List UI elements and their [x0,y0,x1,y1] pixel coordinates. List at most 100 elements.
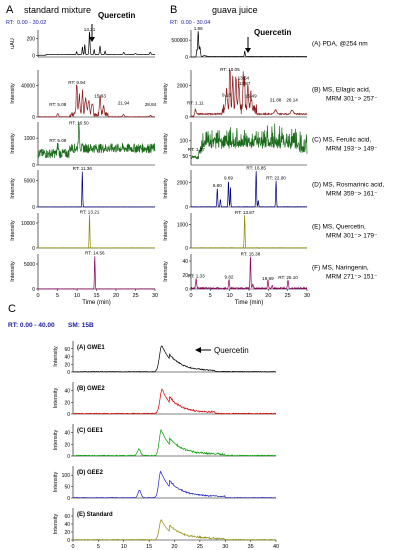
y-tick-label: 5000 [24,262,35,268]
row-caption: MRM 301⁻> 257⁻ [326,96,378,103]
row-A-4: 10000 0 Intensity RT: 13.21 [10,209,156,252]
rt-prefix-B: RT: [170,20,179,26]
x-axis-label: Time (min) [82,300,110,306]
row-caption: (E) MS, Quercetin, [312,224,366,231]
y-tick-label: 0 [185,115,188,121]
x-tick-label: 5 [97,544,100,550]
peak-label: 19.89 [262,276,274,281]
y-tick-label: 0 [67,538,70,544]
row-caption: (C) MS, Ferulic acid, [312,137,371,144]
trace-gwe1 [72,345,277,373]
y-axis-label: Intensity [163,261,169,282]
y-tick-label: 20 [64,442,70,448]
row-C-4: 60 40 20 0 Intensity (E) Standard [53,508,277,544]
row-caption: (B) MS, Ellagic acid, [312,87,371,94]
y-tick-label: 0 [32,246,35,252]
peak-label: RT: 10.50 [69,121,89,126]
peak-label: RT: 10.05 [220,67,240,72]
quercetin-label-A: Quercetin [98,11,135,20]
row-caption: (F) MS, Naringenin, [312,265,369,272]
y-tick-label: 1000 [24,136,35,142]
y-tick-label: 0 [67,370,70,376]
peak-label: 28.84 [145,102,157,107]
row-caption: (D) MS, Rosmarinic acid, [312,182,384,189]
row-C-2: 40 20 0 Intensity (C) GEE1 [53,424,277,460]
x-tick-label: 25 [197,544,203,550]
trace-std [72,519,277,541]
panel-letter-A: A [6,4,14,16]
peak-label: 9.18 [222,93,231,98]
y-axis-label: Intensity [10,133,16,154]
y-tick-label: 0 [32,115,35,121]
row-B-4: 1000 0 Intensity RT: 13.87 (E) MS, Quercetin… [163,210,378,252]
row-name: (D) GEE2 [77,470,104,476]
y-tick-label: 50 [182,154,188,160]
row-A-0: 200 0 uAU 13.21 [10,27,156,59]
x-tick-label: 5 [209,293,212,299]
y-tick-label: 20 [182,273,188,279]
y-axis-label: Intensity [53,472,59,493]
row-A-3: 5000 0 Intensity RT: 11.36 [10,166,156,211]
y-tick-label: 0 [185,55,188,61]
peak-label: RT: 11.36 [73,166,93,171]
x-tick-label: 30 [152,293,158,299]
quercetin-arrow-A-head [89,37,95,42]
y-tick-label: 0 [67,412,70,418]
y-tick-label: 100 [180,138,189,144]
quercetin-arrow-C-head [195,347,201,353]
x-tick-label: 15 [146,544,152,550]
peak-label: 9.82 [224,274,233,279]
y-tick-label: 1000 [177,223,188,229]
peak-label: 21.88 [270,97,282,102]
trace-gee1 [72,429,277,457]
peak-label: 9.69 [224,176,233,181]
x-tick-label: 5 [56,293,59,299]
trace-fer_std [37,121,156,159]
row-B-2: 100 50 Intensity RT: 1.37 (C) MS, Ferulic ac… [163,122,378,166]
y-tick-label: 20 [64,530,70,536]
y-tick-label: 0 [185,287,188,293]
trace-nar_std [37,256,156,290]
x-tick-label: 20 [265,293,271,299]
peak-label: 26.14 [286,97,298,102]
y-axis-label: Intensity [53,388,59,409]
y-axis-label: Intensity [53,346,59,367]
y-axis-label: Intensity [163,133,169,154]
row-name: (C) GEE1 [77,428,104,434]
y-axis-label: Intensity [53,514,59,535]
x-tick-label: 10 [121,544,127,550]
y-tick-label: 0 [67,496,70,502]
y-tick-label: 10000 [21,221,35,227]
y-tick-label: 5000 [24,179,35,185]
trace-gee2 [72,470,277,499]
y-tick-label: 200 [27,36,36,42]
quercetin-label-B: Quercetin [254,28,291,37]
x-axis-label: Time (min) [235,300,263,306]
y-tick-label: 0 [32,53,35,59]
x-tick-label: 25 [285,293,291,299]
peak-label: 21.94 [118,101,130,106]
peak-label: 13.54 [238,75,250,80]
quercetin-label-C: Quercetin [214,346,249,355]
peak-label: 15.93 [94,93,106,98]
y-tick-label: 40000 [21,84,35,90]
rt-range-B: 0.00 - 30.04 [181,20,210,26]
trace-pda_std [37,31,156,56]
x-tick-label: 10 [227,293,233,299]
y-tick-label: 0 [32,287,35,293]
peak-label: RT: 13.87 [235,210,255,215]
x-tick-label: 25 [132,293,138,299]
rt-prefix-A: RT: [6,20,15,26]
y-tick-label: 40 [64,522,70,528]
y-tick-label: 100 [62,473,71,479]
y-tick-label: 60 [64,347,70,353]
row-A-5: 5000 0 Intensity RT: 14.56 [10,251,156,293]
peak-label: RT: 16.85 [246,166,266,171]
y-axis-label: Intensity [10,220,16,241]
peak-label: RT: 5.09 [49,138,66,143]
peak-label: RT: 22.00 [266,176,286,181]
trace-gwe2 [72,388,277,415]
rt-range-C: RT: 0.00 - 40.00 [8,322,55,329]
y-tick-label: 60 [64,514,70,520]
